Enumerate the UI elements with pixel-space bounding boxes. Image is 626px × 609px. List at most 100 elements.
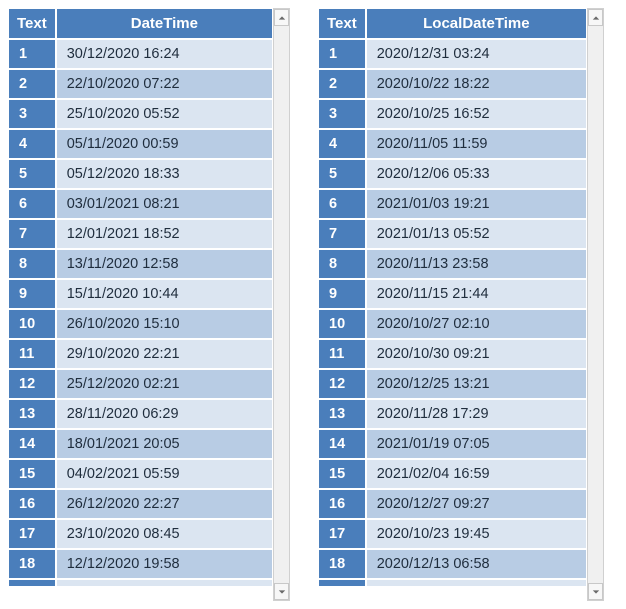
left-scrollbar[interactable] xyxy=(273,8,290,601)
table-row[interactable]: 1812/12/2020 19:58 xyxy=(8,549,273,579)
row-index: 2 xyxy=(8,69,56,99)
row-index: 12 xyxy=(318,369,366,399)
table-row[interactable]: 222/10/2020 07:22 xyxy=(8,69,273,99)
row-value: 18/01/2021 20:05 xyxy=(56,429,273,459)
row-value: 2021/01/19 07:05 xyxy=(366,429,587,459)
row-value: 29/10/2020 22:21 xyxy=(56,339,273,369)
row-value: 2020/11/13 23:58 xyxy=(366,249,587,279)
row-index: 16 xyxy=(318,489,366,519)
table-row[interactable]: 325/10/2020 05:52 xyxy=(8,99,273,129)
table-row[interactable]: 132020/11/28 17:29 xyxy=(318,399,587,429)
row-index: 18 xyxy=(318,549,366,579)
table-row[interactable]: 1418/01/2021 20:05 xyxy=(8,429,273,459)
table-row[interactable]: 152021/02/04 16:59 xyxy=(318,459,587,489)
row-value: 22/10/2020 07:22 xyxy=(56,69,273,99)
table-row[interactable]: 172020/10/23 19:45 xyxy=(318,519,587,549)
row-value: 15/11/2020 10:44 xyxy=(56,279,273,309)
row-index: 1 xyxy=(8,39,56,69)
table-row[interactable]: 42020/11/05 11:59 xyxy=(318,129,587,159)
scroll-up-icon[interactable] xyxy=(274,9,289,26)
row-value: 2020/10/23 19:45 xyxy=(366,519,587,549)
table-row[interactable]: 62021/01/03 19:21 xyxy=(318,189,587,219)
table-row[interactable]: 1626/12/2020 22:27 xyxy=(8,489,273,519)
row-value: 30/12/2020 16:24 xyxy=(56,39,273,69)
scroll-down-icon[interactable] xyxy=(588,583,603,600)
row-value: 2020/10/25 16:52 xyxy=(366,99,587,129)
row-value: 26/10/2020 15:10 xyxy=(56,309,273,339)
table-row[interactable]: 72021/01/13 05:52 xyxy=(318,219,587,249)
row-index: 1 xyxy=(318,39,366,69)
row-value: 2020/10/30 09:21 xyxy=(366,339,587,369)
row-index: 13 xyxy=(318,399,366,429)
table-row[interactable]: 1328/11/2020 06:29 xyxy=(8,399,273,429)
row-value: 26/12/2020 22:27 xyxy=(56,489,273,519)
table-row[interactable]: 712/01/2021 18:52 xyxy=(8,219,273,249)
table-row[interactable]: 130/12/2020 16:24 xyxy=(8,39,273,69)
row-index: 16 xyxy=(8,489,56,519)
datetime-table: Text DateTime 130/12/2020 16:24222/10/20… xyxy=(8,8,273,587)
col-header-datetime[interactable]: DateTime xyxy=(56,8,273,39)
table-row[interactable]: 1026/10/2020 15:10 xyxy=(8,309,273,339)
row-value: 2020/12/06 05:33 xyxy=(366,159,587,189)
table-row[interactable]: 915/11/2020 10:44 xyxy=(8,279,273,309)
table-row[interactable]: 505/12/2020 18:33 xyxy=(8,159,273,189)
row-index: 10 xyxy=(318,309,366,339)
table-row[interactable]: 102020/10/27 02:10 xyxy=(318,309,587,339)
table-row[interactable]: 1225/12/2020 02:21 xyxy=(8,369,273,399)
scroll-down-icon[interactable] xyxy=(274,583,289,600)
row-value: 04/02/2021 05:59 xyxy=(56,459,273,489)
row-value: 25/10/2020 05:52 xyxy=(56,99,273,129)
col-header-localdatetime[interactable]: LocalDateTime xyxy=(366,8,587,39)
table-row[interactable]: 813/11/2020 12:58 xyxy=(8,249,273,279)
row-value: 2020/10/27 02:10 xyxy=(366,309,587,339)
table-row[interactable]: 182020/12/13 06:58 xyxy=(318,549,587,579)
row-index: 14 xyxy=(318,429,366,459)
left-tbody: 130/12/2020 16:24222/10/2020 07:22325/10… xyxy=(8,39,273,587)
row-index: 4 xyxy=(8,129,56,159)
row-value: 2020/12/31 03:24 xyxy=(366,39,587,69)
table-row[interactable]: 12020/12/31 03:24 xyxy=(318,39,587,69)
row-value: 2020/12/27 09:27 xyxy=(366,489,587,519)
row-value: 23/10/2020 08:45 xyxy=(56,519,273,549)
col-header-text[interactable]: Text xyxy=(318,8,366,39)
table-row[interactable]: 32020/10/25 16:52 xyxy=(318,99,587,129)
table-row[interactable]: 603/01/2021 08:21 xyxy=(8,189,273,219)
row-value: 03/01/2021 08:21 xyxy=(56,189,273,219)
row-index: 6 xyxy=(318,189,366,219)
row-value: 2020/11/05 11:59 xyxy=(366,129,587,159)
row-value: 2020/11/28 17:29 xyxy=(366,399,587,429)
row-index: 5 xyxy=(318,159,366,189)
right-table-panel: Text LocalDateTime 12020/12/31 03:242202… xyxy=(318,8,604,601)
row-index: 17 xyxy=(8,519,56,549)
row-index: 3 xyxy=(8,99,56,129)
right-scrollbar[interactable] xyxy=(587,8,604,601)
table-row[interactable]: 405/11/2020 00:59 xyxy=(8,129,273,159)
col-header-text[interactable]: Text xyxy=(8,8,56,39)
table-row[interactable]: 22020/10/22 18:22 xyxy=(318,69,587,99)
table-row[interactable]: 112020/10/30 09:21 xyxy=(318,339,587,369)
row-index: 7 xyxy=(8,219,56,249)
row-value: 25/12/2020 02:21 xyxy=(56,369,273,399)
table-row-truncated xyxy=(8,579,273,587)
table-row-truncated xyxy=(318,579,587,587)
table-row[interactable]: 52020/12/06 05:33 xyxy=(318,159,587,189)
row-value: 2020/12/25 13:21 xyxy=(366,369,587,399)
table-row[interactable]: 82020/11/13 23:58 xyxy=(318,249,587,279)
table-row[interactable]: 1129/10/2020 22:21 xyxy=(8,339,273,369)
row-index: 6 xyxy=(8,189,56,219)
row-index: 8 xyxy=(8,249,56,279)
table-row[interactable]: 142021/01/19 07:05 xyxy=(318,429,587,459)
table-row[interactable]: 1504/02/2021 05:59 xyxy=(8,459,273,489)
row-value: 05/12/2020 18:33 xyxy=(56,159,273,189)
table-row[interactable]: 162020/12/27 09:27 xyxy=(318,489,587,519)
table-row[interactable]: 92020/11/15 21:44 xyxy=(318,279,587,309)
row-value: 05/11/2020 00:59 xyxy=(56,129,273,159)
table-row[interactable]: 122020/12/25 13:21 xyxy=(318,369,587,399)
table-row[interactable]: 1723/10/2020 08:45 xyxy=(8,519,273,549)
scroll-up-icon[interactable] xyxy=(588,9,603,26)
row-value: 2020/10/22 18:22 xyxy=(366,69,587,99)
row-index: 11 xyxy=(318,339,366,369)
row-index: 3 xyxy=(318,99,366,129)
row-index: 7 xyxy=(318,219,366,249)
row-value: 2021/01/13 05:52 xyxy=(366,219,587,249)
